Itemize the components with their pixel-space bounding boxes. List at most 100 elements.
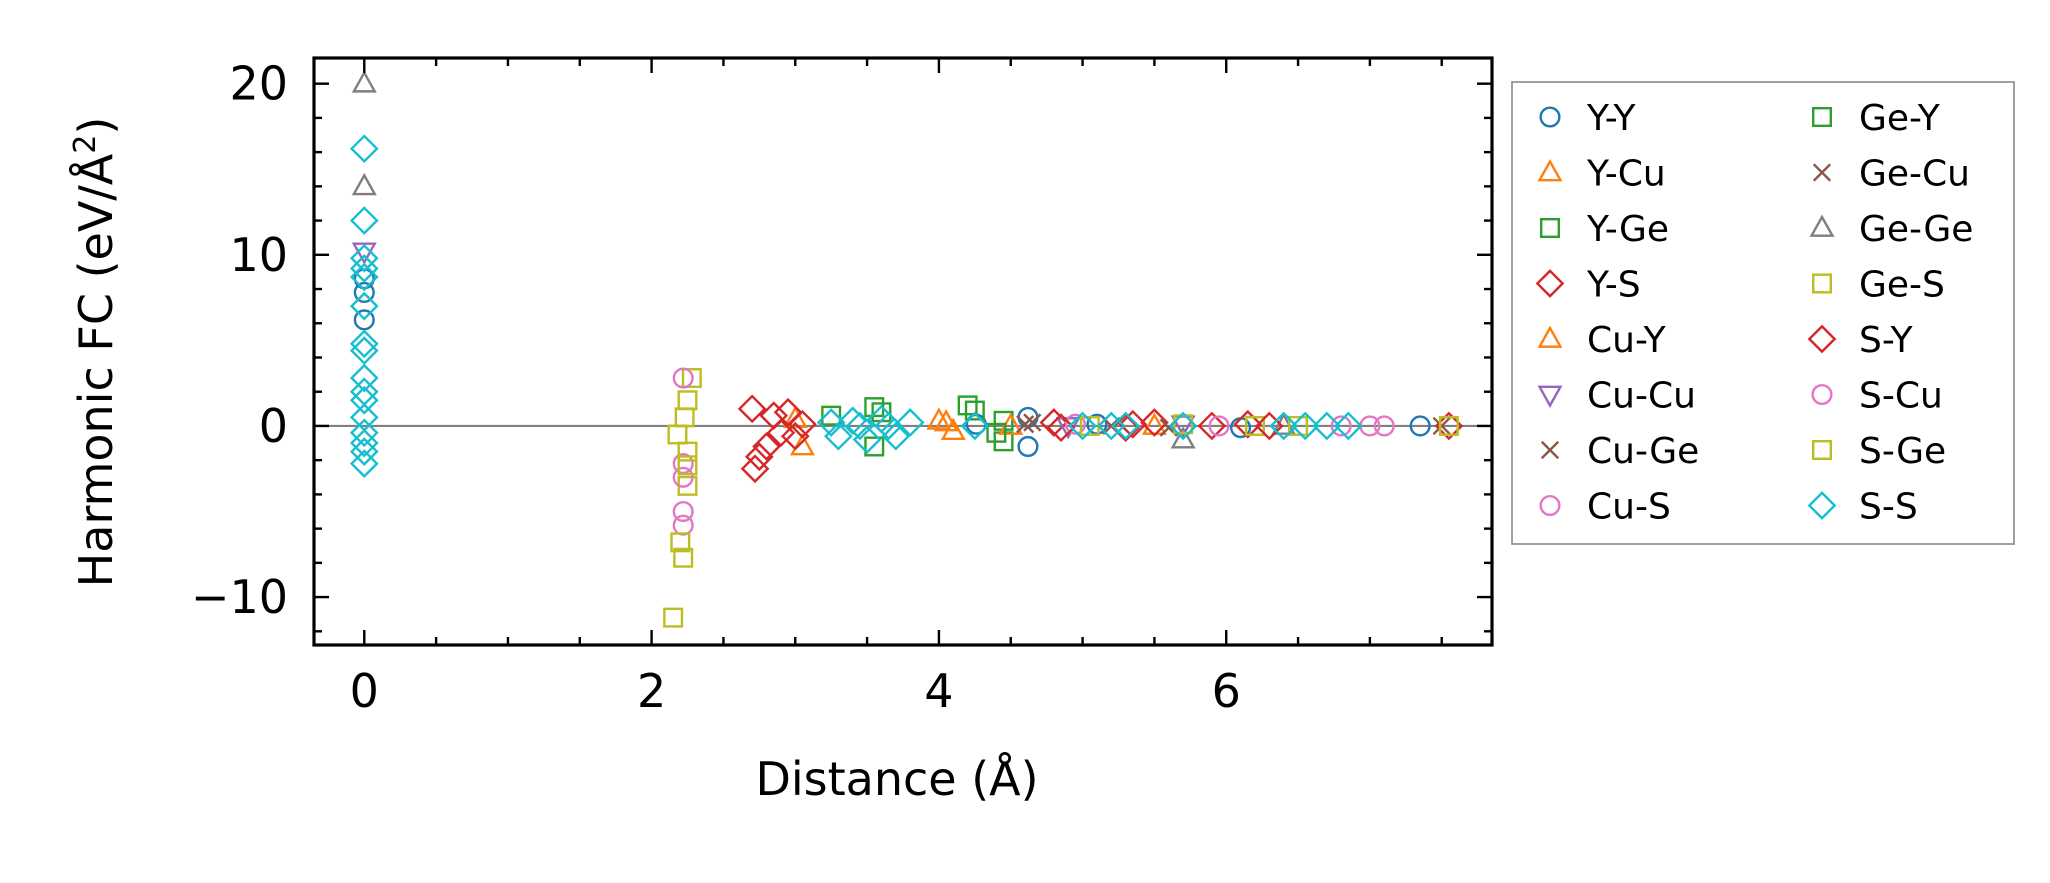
- data-point: [773, 397, 803, 427]
- legend-item-ge-cu: Ge-Cu: [1812, 154, 1970, 195]
- data-point: [1290, 411, 1320, 441]
- data-point: [1064, 413, 1086, 435]
- data-point: [737, 394, 767, 424]
- data-point: [1046, 413, 1076, 443]
- data-point: [1312, 411, 1342, 441]
- legend-marker: [1811, 106, 1832, 127]
- y-tick-label: −10: [191, 570, 288, 624]
- data-point: [838, 406, 868, 436]
- data-point: [933, 409, 959, 432]
- data-point: [986, 422, 1007, 443]
- legend-label: Ge-Ge: [1859, 209, 1973, 250]
- series-s-s: [349, 134, 1363, 478]
- y-tick-label: 0: [259, 399, 288, 453]
- legend: Y-Y Y-Cu Y-Ge Y-S Cu-Y Cu-Cu Cu-Ge Cu-S Ge-Y Ge-C…: [1511, 81, 2015, 545]
- legend-marker: [1811, 273, 1832, 294]
- data-point: [1432, 416, 1451, 436]
- legend-marker: [1812, 163, 1832, 182]
- data-point: [349, 437, 379, 466]
- data-point: [1173, 414, 1194, 435]
- data-point: [349, 134, 379, 164]
- data-point: [926, 407, 952, 430]
- data-point: [1333, 411, 1363, 441]
- series-cu-cu: [351, 242, 1196, 440]
- legend-label: Ge-Cu: [1859, 154, 1970, 195]
- data-point: [349, 418, 379, 448]
- data-point: [672, 367, 694, 389]
- data-point: [759, 401, 789, 431]
- legend-item-cu-s: Cu-S: [1539, 487, 1671, 528]
- y-axis-label-main: Harmonic FC (eV/Å: [69, 153, 123, 587]
- data-point: [895, 408, 925, 437]
- data-point: [677, 455, 698, 476]
- data-point: [821, 405, 842, 426]
- legend-label: S-S: [1859, 487, 1918, 528]
- x-tick-label: 2: [637, 664, 666, 718]
- data-point: [351, 172, 377, 196]
- data-point: [960, 411, 990, 441]
- data-point: [816, 408, 846, 437]
- data-point: [1197, 411, 1227, 441]
- data-point: [1330, 415, 1352, 437]
- data-point: [349, 428, 379, 458]
- plot-frame: [312, 56, 1494, 647]
- data-point: [672, 466, 694, 488]
- data-point: [1233, 409, 1263, 439]
- legend-item-ge-y: Ge-Y: [1811, 98, 1941, 139]
- data-point: [780, 421, 810, 451]
- data-point: [349, 243, 379, 273]
- data-point: [663, 607, 684, 628]
- data-point: [672, 514, 694, 536]
- data-point: [351, 242, 377, 265]
- data-point: [824, 421, 853, 451]
- legend-label: S-Cu: [1859, 376, 1943, 417]
- data-point: [349, 254, 379, 283]
- data-point: [349, 329, 379, 359]
- legend-label: Y-Ge: [1586, 209, 1669, 250]
- legend-marker: [1811, 440, 1832, 461]
- data-point: [1016, 415, 1035, 434]
- data-point: [1023, 413, 1042, 432]
- legend-item-ge-s: Ge-S: [1811, 265, 1945, 306]
- data-point: [752, 432, 781, 461]
- data-point: [667, 424, 688, 445]
- data-point: [351, 70, 377, 93]
- data-point: [1017, 435, 1039, 458]
- data-point: [1170, 426, 1196, 449]
- legend-item-s-ge: S-Ge: [1811, 431, 1946, 472]
- data-point: [349, 336, 379, 365]
- legend-marker: [1807, 324, 1837, 354]
- legend-marker: [1535, 269, 1565, 298]
- data-point: [845, 411, 875, 441]
- legend-label: Y-Y: [1586, 98, 1636, 139]
- data-point: [1096, 411, 1126, 441]
- data-point: [782, 405, 808, 428]
- data-point: [1208, 415, 1230, 437]
- legend-label: S-Ge: [1859, 431, 1946, 472]
- series-ge-ge: [351, 70, 1297, 449]
- data-point: [1288, 415, 1309, 436]
- legend-marker: [1539, 217, 1560, 238]
- legend-marker: [1537, 159, 1563, 182]
- x-tick-label: 4: [924, 664, 953, 718]
- data-point: [349, 262, 379, 292]
- data-point: [1254, 411, 1284, 441]
- data-point: [874, 411, 903, 441]
- legend-item-cu-y: Cu-Y: [1537, 320, 1667, 361]
- data-point: [349, 385, 379, 415]
- data-point: [864, 436, 885, 457]
- data-point: [1409, 415, 1431, 437]
- legend-item-y-y: Y-Y: [1539, 98, 1636, 139]
- legend-item-s-s: S-S: [1807, 487, 1918, 528]
- legend-item-s-y: S-Y: [1807, 320, 1914, 361]
- series-ge-cu: [1023, 413, 1178, 437]
- data-markers: [349, 70, 1464, 628]
- data-point: [677, 390, 698, 411]
- x-axis-label: Distance (Å): [755, 752, 1038, 806]
- data-point: [964, 400, 985, 421]
- legend-marker: [1807, 491, 1837, 520]
- series-s-y: [744, 397, 1284, 472]
- legend-label: Ge-S: [1859, 265, 1945, 306]
- legend-marker: [1537, 325, 1563, 348]
- legend-label: Ge-Y: [1859, 98, 1941, 139]
